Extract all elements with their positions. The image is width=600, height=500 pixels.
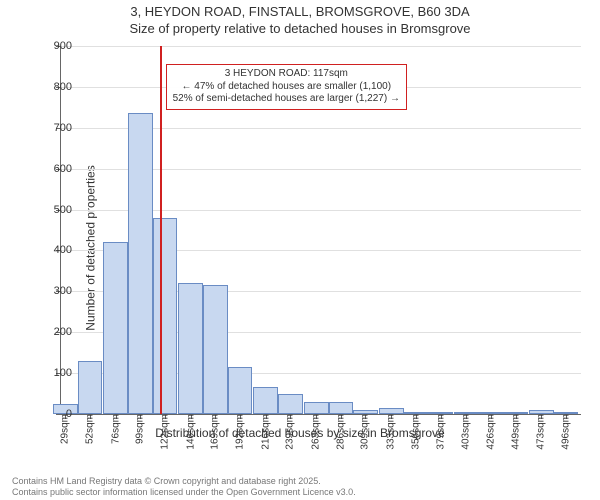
gridline-h: [61, 46, 581, 47]
chart-area: Number of detached properties 29sqm52sqm…: [0, 38, 600, 458]
annotation-line: ← 47% of detached houses are smaller (1,…: [173, 81, 400, 94]
ytick-label: 600: [42, 163, 72, 175]
chart-container: 3, HEYDON ROAD, FINSTALL, BROMSGROVE, B6…: [0, 0, 600, 500]
histogram-bar: [228, 367, 253, 414]
annotation-line: 3 HEYDON ROAD: 117sqm: [173, 68, 400, 81]
ytick-label: 300: [42, 285, 72, 297]
plot-area: 29sqm52sqm76sqm99sqm122sqm146sqm169sqm19…: [60, 46, 581, 415]
ytick-label: 100: [42, 367, 72, 379]
annotation-line: 52% of semi-detached houses are larger (…: [173, 93, 400, 106]
x-axis-label: Distribution of detached houses by size …: [0, 426, 600, 440]
histogram-bar: [178, 283, 203, 414]
title-line-2: Size of property relative to detached ho…: [0, 21, 600, 38]
histogram-bar: [103, 242, 128, 414]
footer-line-2: Contains public sector information licen…: [12, 487, 356, 498]
histogram-bar: [78, 361, 103, 414]
ytick-label: 400: [42, 244, 72, 256]
annotation-box: 3 HEYDON ROAD: 117sqm← 47% of detached h…: [166, 64, 407, 110]
histogram-bar: [304, 402, 329, 414]
ytick-label: 200: [42, 326, 72, 338]
ytick-label: 500: [42, 204, 72, 216]
title-line-1: 3, HEYDON ROAD, FINSTALL, BROMSGROVE, B6…: [0, 4, 600, 21]
footer-line-1: Contains HM Land Registry data © Crown c…: [12, 476, 356, 487]
ytick-label: 900: [42, 40, 72, 52]
ytick-label: 800: [42, 81, 72, 93]
ytick-label: 700: [42, 122, 72, 134]
histogram-bar: [203, 285, 228, 414]
footer-attribution: Contains HM Land Registry data © Crown c…: [12, 476, 356, 498]
histogram-bar: [278, 394, 303, 414]
histogram-bar: [329, 402, 354, 414]
histogram-bar: [153, 218, 178, 414]
histogram-bar: [253, 387, 278, 414]
chart-title: 3, HEYDON ROAD, FINSTALL, BROMSGROVE, B6…: [0, 0, 600, 38]
subject-marker-line: [160, 46, 162, 414]
ytick-label: 0: [42, 408, 72, 420]
histogram-bar: [128, 113, 153, 414]
